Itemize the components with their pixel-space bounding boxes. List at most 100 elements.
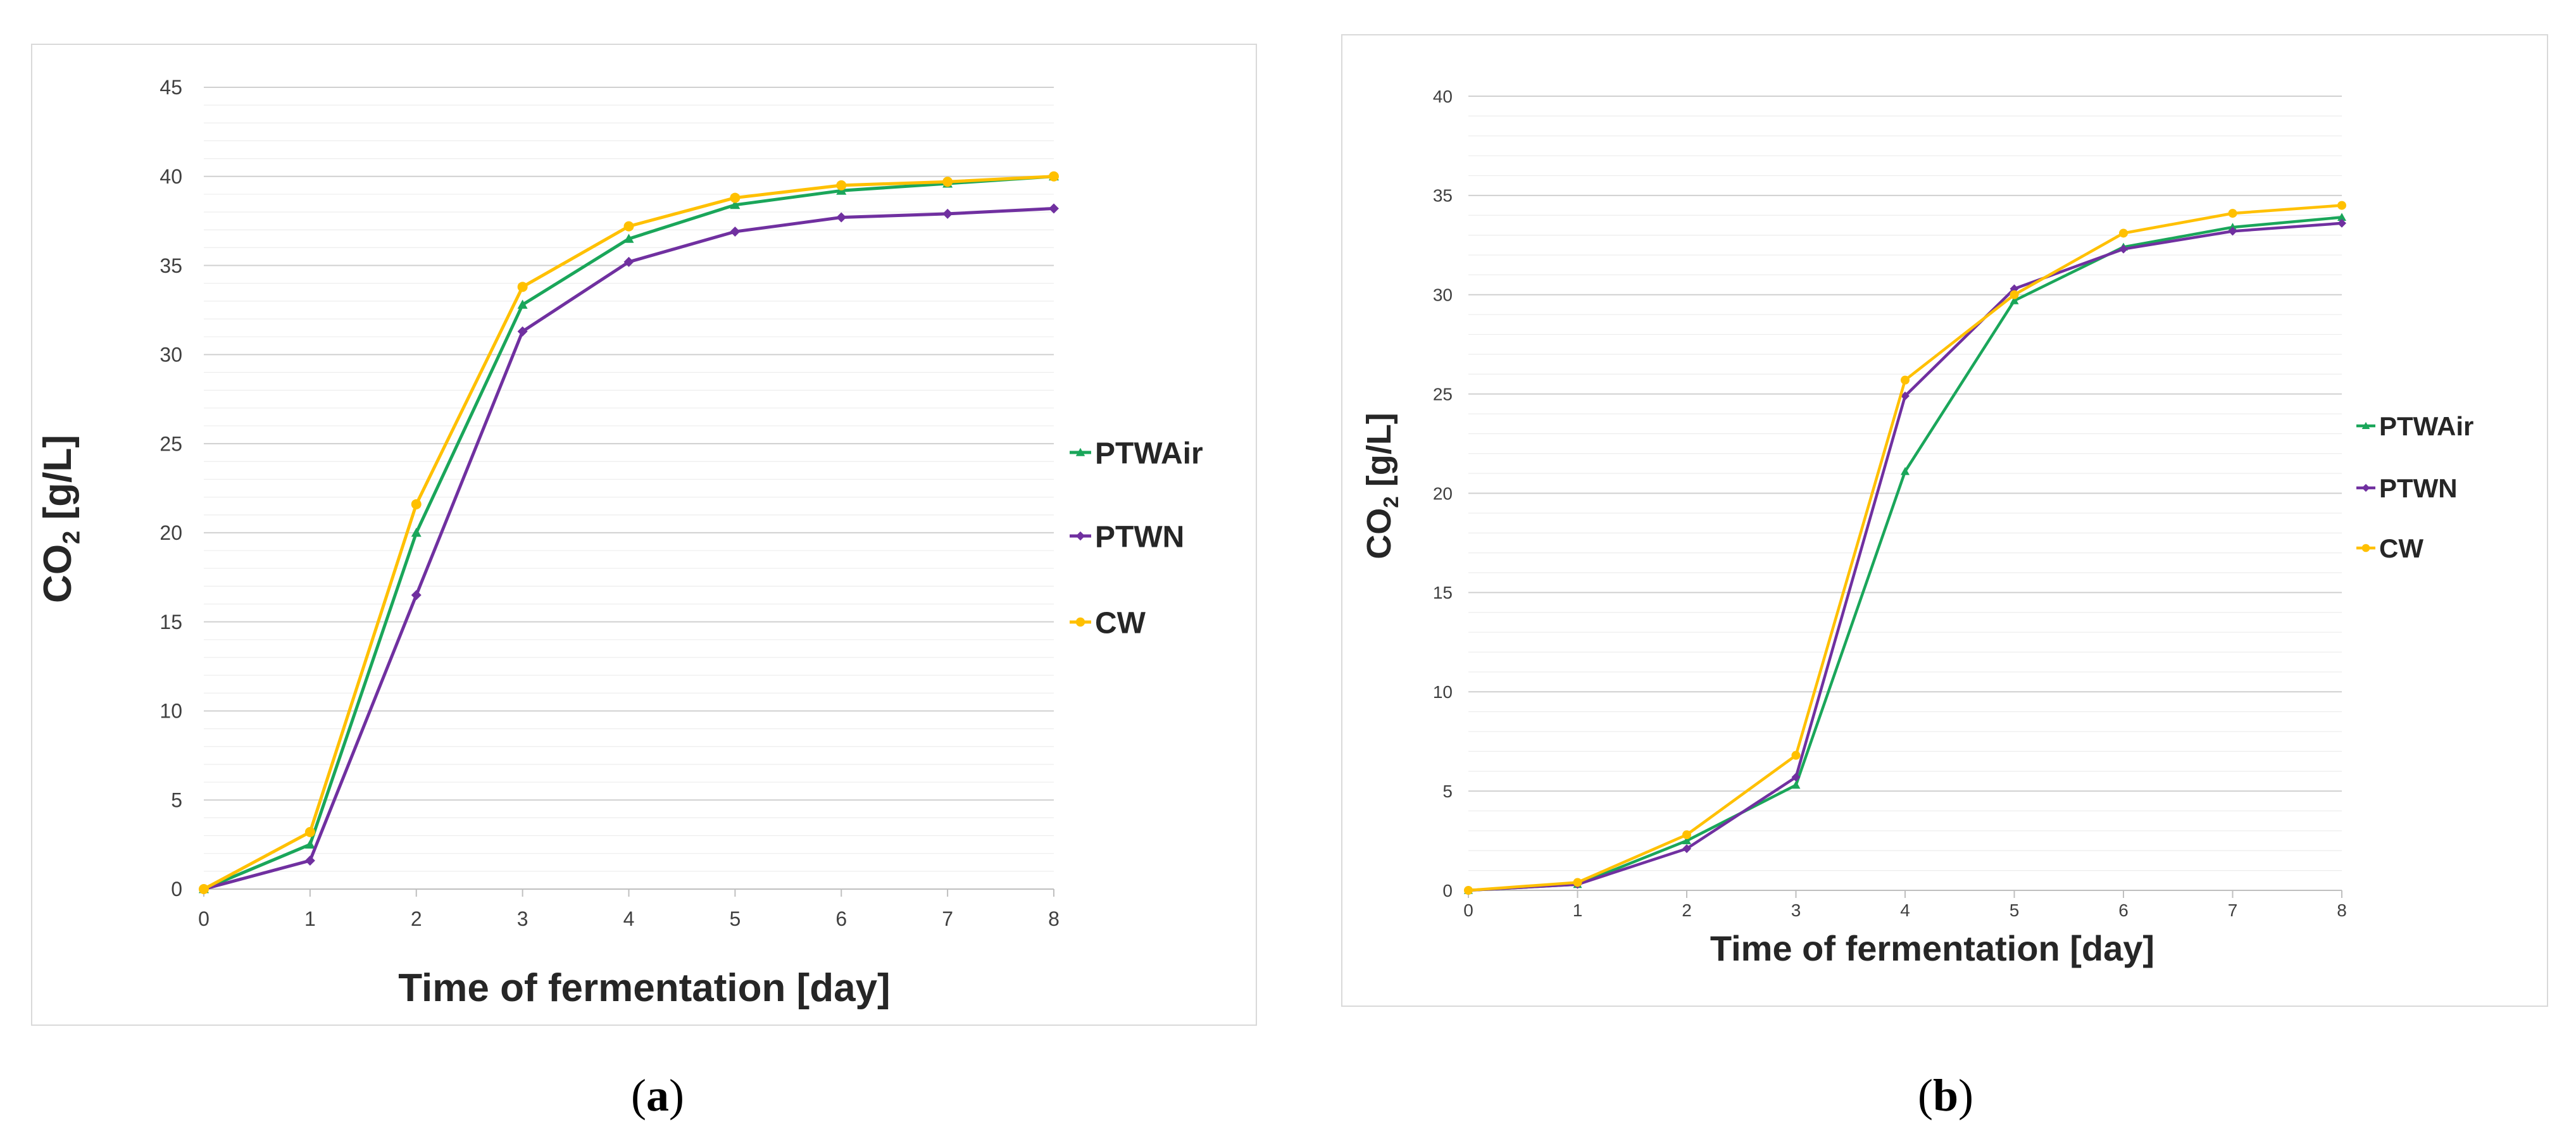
panel-b-cw-point xyxy=(1464,886,1473,895)
panel-b-x-tick-label: 2 xyxy=(1682,900,1692,920)
panel-a-cw-point xyxy=(517,282,528,292)
panel-a-x-tick-label: 7 xyxy=(942,907,953,930)
panel-a-y-tick-label: 30 xyxy=(159,344,182,366)
panel-a-ptwair-point xyxy=(411,527,422,537)
panel-b-y-axis-title: CO2 [g/L] xyxy=(1360,413,1403,559)
panel-a-ptwn-point xyxy=(836,212,847,223)
panel-a-ptwn-point xyxy=(623,256,634,267)
panel-a-ptwn-point xyxy=(411,590,422,601)
panel-b-x-tick-label: 0 xyxy=(1463,900,1473,920)
panel-a-y-tick-label: 35 xyxy=(159,254,182,277)
panel-b-y-tick-label: 20 xyxy=(1433,483,1453,503)
panel-b-y-tick-label: 10 xyxy=(1433,682,1453,702)
panel-b-y-axis-title-part: CO xyxy=(1360,508,1398,559)
caption-a-open: ( xyxy=(631,1070,646,1121)
panel-b-legend-marker-cw xyxy=(2361,544,2370,552)
panel-a-ptwn-point xyxy=(304,855,315,866)
caption-b-letter: b xyxy=(1932,1070,1959,1121)
panel-a-y-tick-label: 10 xyxy=(159,700,182,723)
panel-b-cw-point xyxy=(2010,290,2019,299)
panel-a-y-tick-label: 40 xyxy=(159,165,182,188)
caption-b: (b) xyxy=(1851,1069,2041,1122)
panel-a-x-tick-label: 8 xyxy=(1048,907,1060,930)
panel-b-x-tick-label: 4 xyxy=(1900,900,1910,920)
panel-a-x-tick-label: 0 xyxy=(198,907,209,930)
panel-a-y-tick-label: 15 xyxy=(159,611,182,633)
panel-b-x-tick-label: 8 xyxy=(2337,900,2347,920)
panel-a-y-axis-title-part: CO xyxy=(36,544,80,603)
panel-a: 0 5 10 15 20 25 30 35 40 45 0 1 2 3 4 5 6 7 8 Time of ferme… xyxy=(31,44,1257,1122)
panel-a-x-tick-label: 3 xyxy=(517,907,528,930)
panel-a-x-tick-label: 1 xyxy=(304,907,316,930)
panel-b-ptwair-point xyxy=(1901,466,1910,475)
panel-a-x-tick-label: 2 xyxy=(411,907,422,930)
panel-a-ptwn-point xyxy=(730,227,741,237)
panel-a-cw-point xyxy=(942,177,953,187)
panel-a-cw-point xyxy=(623,221,634,232)
panel-b-ptwn-point xyxy=(2119,244,2128,254)
panel-b-x-tick-label: 7 xyxy=(2228,900,2238,920)
panel-b-legend-label-cw: CW xyxy=(2379,533,2423,563)
panel-a-cw-point xyxy=(199,884,209,894)
panel-a-ptwair-point xyxy=(623,234,634,243)
panel-b-x-tick-label: 1 xyxy=(1573,900,1583,920)
panel-b-ptwair-point xyxy=(2337,213,2346,221)
panel-b-legend-label-ptwn: PTWN xyxy=(2379,473,2458,503)
panel-a-cw-point xyxy=(304,826,315,837)
panel-b-x-tick-label: 3 xyxy=(1791,900,1801,920)
caption-a: (a) xyxy=(563,1069,753,1122)
panel-b-ptwair-point xyxy=(2010,296,2019,304)
panel-a-cw-point xyxy=(836,180,847,190)
panel-b-ptwn-point xyxy=(1791,773,1801,782)
panel-a-legend-marker-ptwair xyxy=(1075,447,1085,456)
panel-b-cw-point xyxy=(1573,878,1582,887)
panel-b-chart-frame xyxy=(1341,34,2548,1007)
panel-a-legend-label-ptwair: PTWAir xyxy=(1095,437,1203,470)
panel-b-ptwn-point xyxy=(2337,218,2346,228)
panel-a-cw-point xyxy=(730,192,741,203)
panel-a-y-tick-label: 0 xyxy=(171,878,182,900)
panel-b-series-cw xyxy=(1464,201,2346,895)
panel-b-y-axis-title-part: [g/L] xyxy=(1360,413,1398,496)
panel-a-legend-marker-cw xyxy=(1075,617,1085,627)
caption-b-open: ( xyxy=(1917,1070,1933,1121)
panel-b: 0 5 10 15 20 25 30 35 40 0 1 2 3 4 5 6 7 8 Time of ferment… xyxy=(1288,0,2576,1146)
panel-a-x-axis-title: Time of fermentation [day] xyxy=(398,966,890,1010)
caption-a-close: ) xyxy=(669,1070,684,1121)
panel-a-y-tick-label: 20 xyxy=(159,521,182,544)
panel-b-ptwn-point xyxy=(1901,391,1910,401)
panel-b-cw-point xyxy=(2119,228,2128,238)
panel-a-legend-label-ptwn: PTWN xyxy=(1095,520,1184,554)
panel-a-ptwair-point xyxy=(517,299,528,309)
panel-b-ptwair-point xyxy=(1791,780,1801,789)
panel-a-ptwn-point xyxy=(1049,203,1059,214)
panel-b-y-tick-label: 0 xyxy=(1442,881,1453,900)
panel-b-ptwair-point xyxy=(1682,836,1691,845)
panel-b-y-axis-title-subscript: 2 xyxy=(1380,496,1403,508)
panel-b-y-tick-label: 30 xyxy=(1433,285,1453,305)
panel-b-x-axis-title: Time of fermentation [day] xyxy=(1710,928,2154,968)
panel-a-legend-label-cw: CW xyxy=(1095,606,1146,640)
panel-a-legend-marker-ptwn xyxy=(1075,531,1085,541)
panel-a-cw-point xyxy=(1049,171,1059,182)
chart-b: 0 5 10 15 20 25 30 35 40 0 1 2 3 4 5 6 7 8 Time of ferment… xyxy=(1341,34,2548,1007)
panel-a-legend: PTWAir PTWN CW xyxy=(1070,437,1203,640)
panel-a-y-axis-title: CO2 [g/L] xyxy=(36,435,85,603)
panel-b-legend-marker-ptwn xyxy=(2361,483,2370,492)
panel-a-y-axis-title-subscript: 2 xyxy=(58,531,85,544)
caption-b-close: ) xyxy=(1958,1070,1973,1121)
panel-a-y-tick-label: 25 xyxy=(159,432,182,455)
panel-b-legend-label-ptwair: PTWAir xyxy=(2379,411,2473,441)
panel-a-ptwair-point xyxy=(304,839,315,849)
panel-b-y-tick-label: 35 xyxy=(1433,186,1453,206)
panel-a-x-tick-label: 4 xyxy=(623,907,635,930)
panel-b-ptwn-point xyxy=(1682,844,1691,854)
panel-a-ptwn-point xyxy=(517,326,528,337)
panel-a-cw-point xyxy=(411,499,422,509)
panel-b-cw-point xyxy=(1791,751,1801,760)
panel-a-ptwair-point xyxy=(730,199,741,209)
panel-b-y-tick-label: 15 xyxy=(1433,583,1453,602)
panel-a-y-tick-label: 45 xyxy=(159,76,182,99)
panel-b-ptwn-point xyxy=(2228,227,2237,236)
